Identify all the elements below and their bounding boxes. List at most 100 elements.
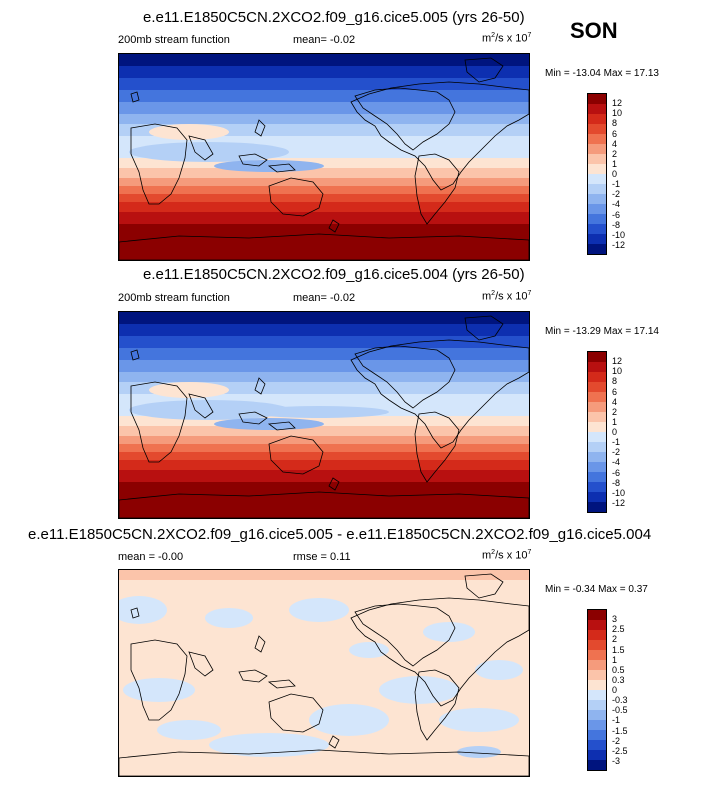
colorbar-swatch: [588, 154, 606, 165]
colorbar-swatch: [588, 442, 606, 453]
field-band: [119, 436, 529, 444]
field-band: [119, 324, 529, 336]
colorbar-tick-label: 3: [612, 614, 618, 625]
colorbar-swatch: [588, 382, 606, 393]
colorbar-tick-label: 0.3: [612, 674, 625, 685]
colorbar-tick-label: 8: [612, 118, 618, 129]
colorbar-tick-label: 2: [612, 148, 618, 159]
panel-1-title: e.e11.E1850C5CN.2XCO2.f09_g16.cice5.005 …: [143, 9, 525, 26]
field-feature: [129, 400, 289, 420]
colorbar-tick-label: -2: [612, 735, 621, 746]
coastline: [188, 135, 214, 161]
colorbar-swatch: [588, 482, 606, 493]
colorbar-tick-label: 1: [612, 654, 618, 665]
field-feature: [349, 642, 389, 658]
colorbar-tick-label: -2: [612, 189, 621, 200]
colorbar-tick-label: 0: [612, 685, 618, 695]
panel-2-colorbar: [587, 351, 607, 513]
colorbar-swatch: [588, 114, 606, 125]
colorbar-swatch: [588, 452, 606, 463]
field-band: [119, 212, 529, 224]
colorbar-tick-label: -12: [612, 239, 626, 250]
field-feature: [129, 142, 289, 162]
colorbar-swatch: [588, 184, 606, 195]
colorbar-swatch: [588, 362, 606, 373]
field-band: [119, 114, 529, 124]
colorbar-tick-label: -4: [612, 457, 621, 468]
colorbar-tick-label: 4: [612, 138, 618, 149]
colorbar-tick-label: -6: [612, 467, 621, 478]
coastline: [130, 123, 188, 205]
field-band: [119, 570, 529, 580]
field-band: [119, 102, 529, 114]
coastline: [414, 669, 460, 741]
coastline: [464, 57, 504, 83]
colorbar-tick-label: 0: [612, 427, 618, 437]
field-feature: [149, 382, 229, 398]
field-band: [119, 202, 529, 212]
field-band: [119, 178, 529, 186]
field-band: [119, 482, 529, 518]
colorbar-tick-label: 1: [612, 158, 618, 169]
coastline: [268, 435, 324, 475]
field-band: [119, 426, 529, 436]
colorbar-swatch: [588, 620, 606, 631]
coastline-group: [119, 573, 529, 776]
colorbar-tick-label: -10: [612, 487, 626, 498]
colorbar-tick-label: -0.3: [612, 695, 628, 706]
colorbar-tick-label: 6: [612, 386, 618, 397]
coastline: [414, 153, 460, 225]
colorbar-swatch: [588, 462, 606, 473]
coastline-group: [119, 57, 529, 260]
field-band: [119, 66, 529, 78]
panel-3-mean-label: mean = -0.00: [118, 551, 184, 563]
panel-2-mean-label: mean= -0.02: [293, 292, 356, 304]
colorbar-tick-label: -2: [612, 447, 621, 458]
coastline-group: [119, 315, 529, 518]
coastline: [130, 91, 140, 103]
field-feature: [423, 622, 475, 642]
colorbar-swatch: [588, 224, 606, 235]
colorbar-tick-label: -1: [612, 437, 621, 448]
coastline: [267, 679, 296, 689]
panel-2-title: e.e11.E1850C5CN.2XCO2.f09_g16.cice5.004 …: [143, 266, 525, 283]
colorbar-tick-label: -1.5: [612, 725, 628, 736]
colorbar-swatch: [588, 244, 606, 255]
colorbar-swatch: [588, 372, 606, 383]
colorbar-swatch: [588, 432, 606, 443]
coastline: [328, 735, 340, 749]
coastline: [350, 81, 529, 191]
coastline: [130, 349, 140, 361]
field-band: [119, 186, 529, 194]
panel-1-map: [118, 53, 530, 261]
coastline: [350, 339, 529, 449]
coastline: [238, 153, 268, 167]
field-feature: [249, 406, 389, 418]
colorbar-swatch: [588, 730, 606, 741]
colorbar-swatch: [588, 650, 606, 661]
colorbar-tick-label: 6: [612, 128, 618, 139]
field-feature: [289, 598, 349, 622]
colorbar-swatch: [588, 492, 606, 503]
coastline: [354, 87, 456, 151]
field-band: [119, 90, 529, 102]
coastline: [268, 177, 324, 217]
coastline: [354, 603, 456, 667]
coastline: [350, 597, 529, 707]
field-feature: [123, 678, 195, 702]
colorbar-tick-label: -2.5: [612, 745, 628, 756]
colorbar-tick-label: 2.5: [612, 624, 625, 635]
field-band: [119, 78, 529, 90]
panel-2-variable-label: 200mb stream function: [118, 292, 230, 304]
coastline: [188, 651, 214, 677]
coastline: [328, 219, 340, 233]
field-band: [119, 224, 529, 260]
panel-2-minmax: Min = -13.29 Max = 17.14: [545, 326, 659, 337]
coastline: [414, 411, 460, 483]
coastline: [188, 393, 214, 419]
panel-1-minmax: Min = -13.04 Max = 17.13: [545, 68, 659, 79]
colorbar-tick-label: 1: [612, 416, 618, 427]
coastline: [464, 573, 504, 599]
colorbar-tick-label: -4: [612, 199, 621, 210]
colorbar-tick-label: 0: [612, 169, 618, 179]
